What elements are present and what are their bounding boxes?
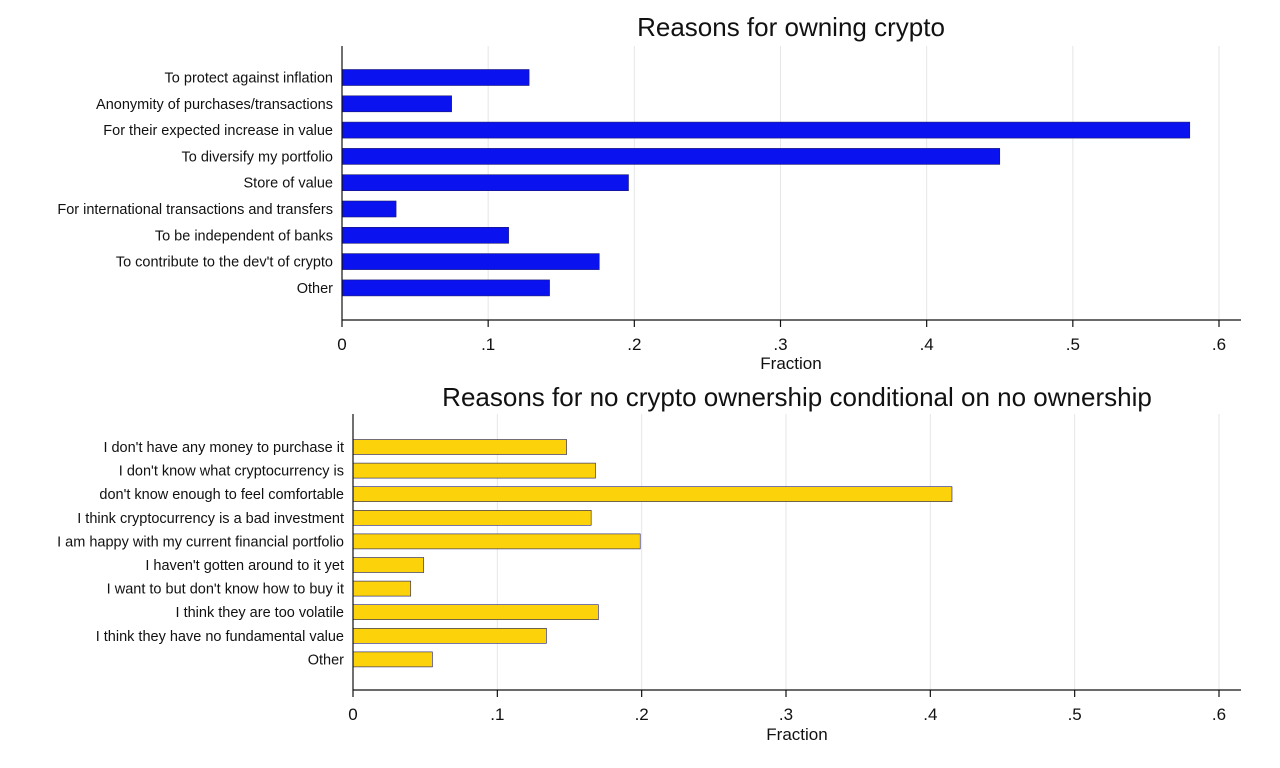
category-label: To be independent of banks bbox=[155, 228, 333, 244]
category-label: don't know enough to feel comfortable bbox=[99, 487, 344, 503]
tick-label: .2 bbox=[635, 705, 649, 724]
x-axis-title: Fraction bbox=[766, 725, 827, 744]
category-label: I think they have no fundamental value bbox=[96, 629, 344, 645]
category-label: For their expected increase in value bbox=[103, 123, 333, 139]
bar bbox=[341, 200, 397, 218]
category-label: I think cryptocurrency is a bad investme… bbox=[77, 511, 344, 527]
chart-1: Reasons for owning crypto To protect agai… bbox=[57, 12, 1241, 373]
chart-title: Reasons for no crypto ownership conditio… bbox=[442, 382, 1152, 412]
category-label: I don't know what cryptocurrency is bbox=[119, 464, 344, 480]
bar bbox=[341, 95, 452, 113]
category-label: To protect against inflation bbox=[165, 71, 333, 87]
bar bbox=[352, 486, 953, 503]
chart-title: Reasons for owning crypto bbox=[637, 12, 945, 42]
category-label: Other bbox=[308, 652, 344, 668]
bar bbox=[352, 580, 412, 597]
tick-label: .4 bbox=[923, 705, 937, 724]
tick-label: .2 bbox=[627, 335, 641, 354]
tick-label: .4 bbox=[920, 335, 934, 354]
bar bbox=[352, 439, 567, 455]
category-label: Store of value bbox=[244, 176, 333, 192]
tick-label: .1 bbox=[490, 705, 504, 724]
category-label: I think they are too volatile bbox=[176, 605, 344, 621]
tick-label: .3 bbox=[773, 335, 787, 354]
bar bbox=[341, 69, 530, 86]
tick-label: 0 bbox=[348, 705, 357, 724]
chart-2: Reasons for no crypto ownership conditio… bbox=[57, 382, 1241, 744]
category-label: I haven't gotten around to it yet bbox=[145, 558, 344, 574]
bar bbox=[352, 651, 433, 668]
tick-label: .3 bbox=[779, 705, 793, 724]
bar bbox=[352, 627, 547, 644]
tick-label: .5 bbox=[1066, 335, 1080, 354]
bar bbox=[352, 462, 596, 479]
bar bbox=[352, 604, 599, 621]
bar bbox=[341, 279, 550, 297]
category-label: For international transactions and trans… bbox=[57, 202, 333, 218]
category-label: Anonymity of purchases/transactions bbox=[96, 97, 333, 113]
bar bbox=[352, 509, 592, 526]
category-label: I don't have any money to purchase it bbox=[103, 440, 344, 456]
tick-label: .5 bbox=[1068, 705, 1082, 724]
bar bbox=[341, 121, 1191, 139]
category-label: Other bbox=[297, 281, 333, 297]
bar bbox=[341, 253, 600, 270]
tick-label: .1 bbox=[481, 335, 495, 354]
tick-label: .6 bbox=[1212, 335, 1226, 354]
category-label: I am happy with my current financial por… bbox=[57, 534, 344, 550]
category-label: To contribute to the dev't of crypto bbox=[116, 255, 333, 271]
x-axis-title: Fraction bbox=[760, 354, 821, 373]
bar bbox=[352, 557, 425, 573]
category-label: I want to but don't know how to buy it bbox=[107, 582, 344, 598]
category-label: To diversify my portfolio bbox=[182, 149, 334, 165]
bar bbox=[341, 148, 1001, 165]
tick-label: .6 bbox=[1212, 705, 1226, 724]
bar bbox=[341, 174, 629, 191]
bar bbox=[341, 227, 509, 244]
bar bbox=[352, 533, 641, 550]
tick-label: 0 bbox=[337, 335, 346, 354]
